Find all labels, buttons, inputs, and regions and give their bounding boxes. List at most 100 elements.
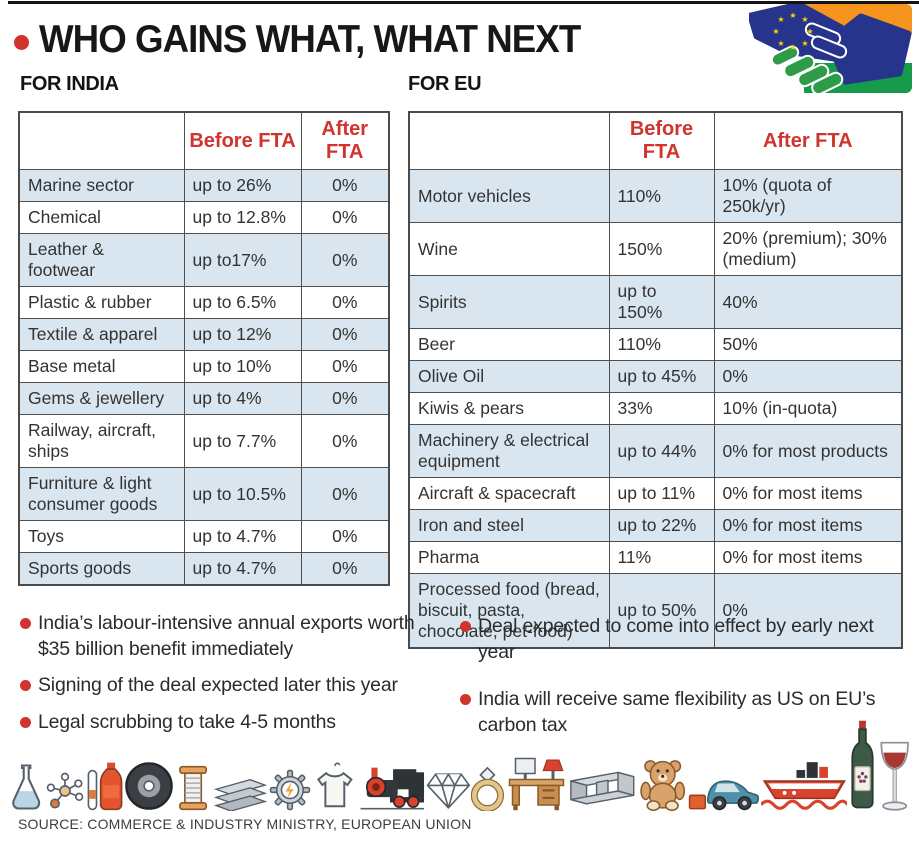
after-fta-header: After FTA	[713, 111, 903, 170]
note-item: Deal expected to come into effect by ear…	[460, 614, 888, 665]
after-fta-cell: 10% (quota of 250k/yr)	[713, 169, 903, 223]
category-header	[408, 111, 610, 170]
furniture-desk-icon	[508, 757, 564, 811]
after-fta-cell: 0% for most items	[713, 541, 903, 574]
before-fta-cell: up to17%	[183, 233, 302, 287]
before-fta-cell: up to 50%	[608, 573, 715, 649]
table-row: Gems & jewellery up to 4% 0%	[18, 382, 390, 415]
table-row: Furniture & light consumer goods up to 10…	[18, 467, 390, 521]
locomotive-icon	[360, 767, 424, 810]
before-fta-cell: up to 10.5%	[183, 467, 302, 521]
table-row: Spirits up to 150% 40%	[408, 275, 903, 329]
blue-fingers	[804, 22, 848, 59]
after-fta-cell: 20% (premium); 30% (medium)	[713, 222, 903, 276]
after-fta-cell: 50%	[713, 328, 903, 361]
category-cell: Leather & footwear	[18, 233, 185, 287]
eu-tariff-table: Before FTA After FTA Motor vehicles 110% 1…	[408, 111, 903, 649]
svg-text:★: ★	[777, 39, 784, 48]
note-item: India will receive same flexibility as U…	[460, 687, 888, 738]
before-fta-cell: up to 4.7%	[183, 552, 302, 586]
svg-text:★: ★	[772, 27, 779, 36]
after-fta-cell: 0%	[300, 414, 390, 468]
notes-left: India’s labour-intensive annual exports …	[20, 611, 445, 747]
category-cell: Plastic & rubber	[18, 286, 185, 319]
category-cell: Gems & jewellery	[18, 382, 185, 415]
before-fta-cell: up to 45%	[608, 360, 715, 393]
before-fta-cell: up to 4%	[183, 382, 302, 415]
for-eu-heading: FOR EU	[408, 73, 482, 95]
before-fta-cell: up to 150%	[608, 275, 715, 329]
note-text: Signing of the deal expected later this …	[38, 674, 398, 697]
table-row: Leather & footwear up to17% 0%	[18, 233, 390, 287]
category-cell: Pharma	[408, 541, 610, 574]
table-row: Base metal up to 10% 0%	[18, 350, 390, 383]
table-row: Kiwis & pears 33% 10% (in-quota)	[408, 392, 903, 425]
table-row: Machinery & electrical equipment up to 44…	[408, 424, 903, 478]
after-fta-cell: 0% for most items	[713, 509, 903, 542]
category-cell: Marine sector	[18, 169, 185, 202]
bullet-icon	[14, 34, 29, 50]
category-cell: Iron and steel	[408, 509, 610, 542]
table-row: Plastic & rubber up to 6.5% 0%	[18, 286, 390, 319]
note-text: India will receive same flexibility as U…	[478, 688, 876, 737]
table-header-row: Before FTA After FTA	[18, 111, 390, 170]
after-fta-cell: 0%	[713, 360, 903, 393]
category-cell: Chemical	[18, 201, 185, 234]
after-fta-header: After FTA	[300, 111, 390, 170]
after-fta-cell: 40%	[713, 275, 903, 329]
svg-text:★: ★	[806, 27, 813, 36]
india-arm	[825, 13, 912, 85]
table-row: Marine sector up to 26% 0%	[18, 169, 390, 202]
before-fta-cell: 33%	[608, 392, 715, 425]
before-fta-cell: up to 12%	[183, 318, 302, 351]
before-fta-cell: up to 12.8%	[183, 201, 302, 234]
before-fta-cell: up to 11%	[608, 477, 715, 510]
note-text: Legal scrubbing to take 4-5 months	[38, 711, 336, 734]
before-fta-cell: up to 10%	[183, 350, 302, 383]
table-row: Railway, aircraft, ships up to 7.7% 0%	[18, 414, 390, 468]
before-fta-cell: up to 4.7%	[183, 520, 302, 553]
category-cell: Beer	[408, 328, 610, 361]
eu-stars: ★ ★ ★ ★ ★ ★ ★ ★	[772, 11, 813, 52]
gear-electric-icon	[270, 769, 311, 811]
table-row: Sports goods up to 4.7% 0%	[18, 552, 390, 586]
metal-beams-icon	[213, 779, 267, 811]
after-fta-cell: 0% for most items	[713, 477, 903, 510]
category-cell: Sports goods	[18, 552, 185, 586]
table-row: Beer 110% 50%	[408, 328, 903, 361]
wine-bottle-icon	[851, 720, 874, 809]
before-fta-header: Before FTA	[608, 111, 715, 170]
note-text: Deal expected to come into effect by ear…	[478, 615, 874, 663]
wine-glass-icon	[880, 741, 909, 811]
svg-text:★: ★	[801, 39, 808, 48]
category-cell: Furniture & light consumer goods	[18, 467, 185, 521]
category-cell: Spirits	[408, 275, 610, 329]
ship-icon	[760, 762, 848, 810]
after-fta-cell: 0%	[300, 201, 390, 234]
steel-i-beam-icon	[570, 771, 635, 805]
before-fta-cell: 11%	[608, 541, 715, 574]
notes-right: Deal expected to come into effect by ear…	[460, 614, 888, 761]
before-fta-cell: 110%	[608, 328, 715, 361]
after-fta-cell: 0%	[300, 382, 390, 415]
after-fta-cell: 10% (in-quota)	[713, 392, 903, 425]
table-row: Pharma 11% 0% for most items	[408, 541, 903, 574]
bullet-icon	[460, 694, 471, 706]
eu-india-handshake-logo: ★ ★ ★ ★ ★ ★ ★ ★	[749, 4, 912, 93]
page-title: WHO GAINS WHAT, WHAT NEXT	[39, 18, 581, 61]
table-row: Iron and steel up to 22% 0% for most items	[408, 509, 903, 542]
category-cell: Wine	[408, 222, 610, 276]
before-fta-cell: up to 26%	[183, 169, 302, 202]
green-fingers	[770, 45, 844, 93]
tire-icon	[125, 762, 173, 810]
table-row: Textile & apparel up to 12% 0%	[18, 318, 390, 351]
after-fta-cell: 0% for most products	[713, 424, 903, 478]
before-fta-cell: up to 22%	[608, 509, 715, 542]
after-fta-cell: 0%	[713, 573, 903, 649]
category-cell: Textile & apparel	[18, 318, 185, 351]
before-fta-cell: 110%	[608, 169, 715, 223]
svg-text:★: ★	[801, 15, 808, 24]
category-cell: Motor vehicles	[408, 169, 610, 223]
after-fta-cell: 0%	[300, 467, 390, 521]
bullet-icon	[20, 680, 31, 692]
